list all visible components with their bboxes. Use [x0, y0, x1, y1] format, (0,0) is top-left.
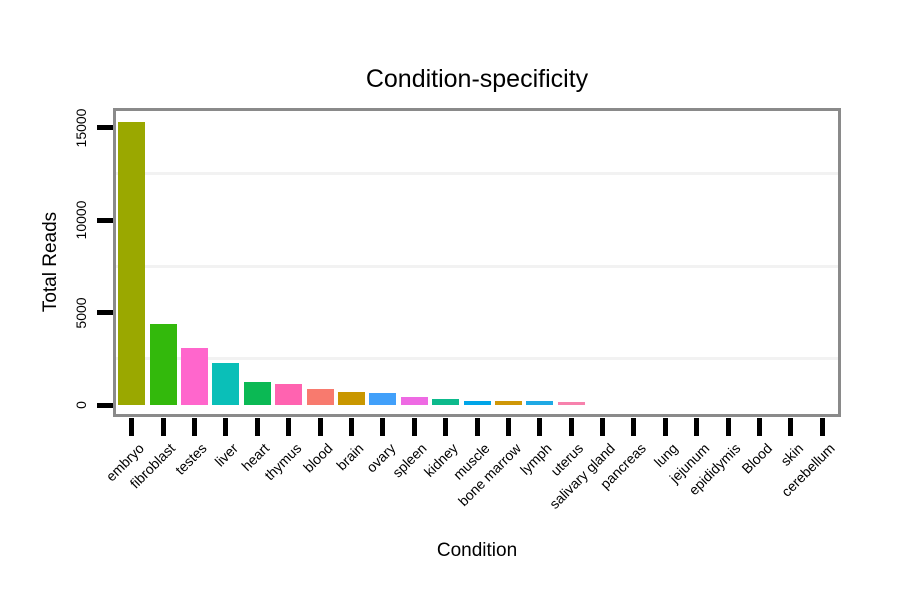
y-tick-label: 0 — [73, 401, 89, 409]
x-axis-tick — [411, 418, 417, 436]
x-axis-tick — [631, 418, 637, 436]
x-tick-label: spleen — [389, 440, 430, 481]
bar-heart — [243, 382, 271, 405]
x-axis-tick — [819, 418, 825, 436]
y-axis-title: Total Reads — [40, 211, 61, 313]
x-axis-tick — [317, 418, 323, 436]
x-axis-title: Condition — [436, 540, 518, 561]
y-axis-tick — [97, 125, 113, 130]
chart-title: Condition-specificity — [365, 65, 589, 93]
minor-gridline — [116, 172, 838, 176]
x-axis-tick — [725, 418, 731, 436]
y-axis-tick — [97, 402, 113, 408]
minor-gridline — [116, 264, 838, 268]
x-axis-tick — [223, 418, 229, 436]
x-axis-tick — [254, 418, 260, 436]
y-tick-label: 15000 — [73, 108, 89, 147]
x-axis-tick — [537, 418, 543, 436]
x-tick-label: liver — [211, 440, 242, 470]
x-tick-label: Blood — [738, 440, 775, 477]
x-axis-tick — [600, 418, 606, 436]
x-axis-tick — [191, 418, 197, 436]
x-tick-label: testes — [172, 440, 210, 478]
x-axis-tick — [788, 418, 794, 436]
y-tick-label: 10000 — [73, 200, 89, 240]
x-axis-tick — [348, 418, 354, 436]
bar-spleen — [400, 397, 428, 405]
bar-kidney — [432, 399, 460, 405]
bar-blood — [306, 389, 334, 405]
x-axis-tick — [505, 418, 511, 436]
y-tick-label: 5000 — [73, 296, 89, 329]
bar-thymus — [275, 384, 303, 405]
minor-gridline — [116, 357, 838, 361]
bar-bone-marrow — [494, 401, 522, 405]
x-axis-tick — [694, 418, 700, 436]
bar-brain — [337, 392, 365, 405]
bar-lymph — [526, 401, 554, 405]
bar-liver — [212, 363, 240, 405]
y-axis-tick — [97, 310, 113, 315]
x-tick-label: lymph — [517, 440, 556, 478]
x-axis-tick — [757, 418, 763, 436]
bar-embryo — [118, 122, 146, 405]
bar-uterus — [557, 402, 585, 405]
y-axis-tick — [97, 217, 113, 223]
x-tick-label: brain — [333, 440, 367, 474]
x-axis-tick — [474, 418, 480, 436]
bar-testes — [180, 348, 208, 405]
bar-ovary — [369, 393, 397, 405]
bar-fibroblast — [149, 324, 177, 405]
x-axis-tick — [662, 418, 668, 436]
x-axis-tick — [568, 418, 574, 436]
x-axis-tick — [160, 418, 166, 436]
x-axis-tick — [129, 418, 135, 436]
x-axis-tick — [380, 418, 386, 436]
x-tick-label: blood — [299, 440, 336, 476]
bar-muscle — [463, 401, 491, 405]
x-axis-tick — [443, 418, 449, 436]
x-axis-tick — [286, 418, 292, 436]
